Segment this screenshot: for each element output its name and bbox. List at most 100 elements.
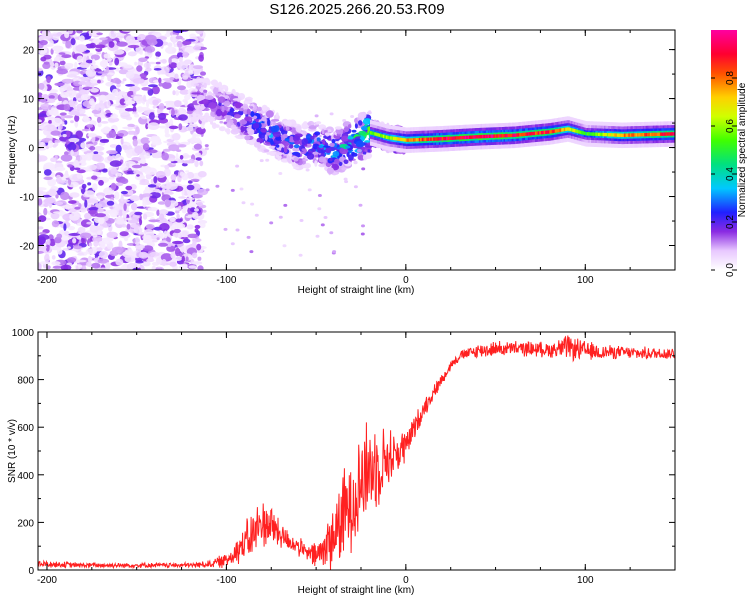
heatmap-cell: [421, 137, 424, 142]
heatmap-cell: [88, 242, 93, 247]
colorbar-label: Normalized spectral amplitude: [737, 82, 748, 217]
heatmap-cell: [178, 107, 185, 115]
heatmap-cell: [120, 112, 131, 120]
heatmap-cell: [417, 138, 420, 142]
heatmap-cell: [60, 154, 73, 162]
heatmap-cell: [283, 145, 288, 153]
heatmap-cell: [74, 206, 81, 210]
heatmap-cell: [150, 178, 154, 184]
heatmap-cell: [257, 106, 262, 112]
heatmap-cell: [128, 39, 140, 44]
heatmap-cell: [237, 110, 244, 116]
heatmap-cell: [278, 215, 283, 219]
heatmap-cell: [303, 158, 308, 162]
heatmap-cell: [61, 78, 74, 84]
heatmap-cell: [428, 137, 431, 141]
heatmap-cell: [118, 69, 129, 75]
heatmap-cell: [103, 53, 111, 59]
heatmap-cell: [144, 170, 150, 175]
heatmap-cell: [318, 134, 322, 138]
heatmap-cell: [391, 136, 394, 140]
heatmap-cell: [121, 223, 127, 228]
heatmap-cell: [329, 112, 334, 116]
heatmap-cell: [85, 248, 98, 255]
heatmap-cell: [145, 67, 152, 72]
heatmap-cell: [109, 160, 122, 167]
heatmap-cell: [325, 147, 332, 154]
heatmap-cell: [152, 105, 156, 109]
heatmap-cell: [117, 133, 124, 137]
heatmap-cell: [193, 143, 202, 150]
heatmap-cell: [479, 135, 481, 139]
heatmap-cell: [62, 134, 67, 138]
heatmap-cell: [84, 199, 88, 208]
heatmap-cell: [186, 125, 194, 132]
heatmap-cell: [157, 201, 167, 205]
heatmap-cell: [565, 127, 568, 131]
heatmap-cell: [139, 73, 147, 79]
heatmap-cell: [116, 41, 128, 47]
heatmap-cell: [260, 128, 268, 133]
heatmap-cell: [430, 137, 433, 141]
heatmap-cell: [450, 136, 453, 140]
heatmap-cell: [329, 231, 334, 235]
heatmap-cell: [68, 233, 81, 236]
heatmap-cell: [136, 174, 140, 177]
heatmap-cell: [159, 223, 170, 232]
heatmap-cell: [322, 138, 326, 145]
heatmap-cell: [601, 132, 603, 137]
heatmap-cell: [167, 243, 172, 247]
heatmap-cell: [151, 140, 162, 146]
heatmap-cell: [424, 137, 427, 142]
heatmap-cell: [55, 160, 63, 164]
heatmap-cell: [230, 124, 237, 130]
heatmap-cell: [368, 110, 372, 114]
heatmap-cell: [523, 132, 526, 136]
heatmap-cell: [43, 126, 48, 131]
heatmap-cell: [38, 234, 50, 241]
heatmap-cell: [76, 169, 86, 174]
heatmap-cell: [301, 122, 309, 130]
heatmap-cell: [174, 109, 178, 114]
heatmap-cell: [447, 136, 450, 141]
heatmap-cell: [39, 261, 51, 265]
heatmap-cell: [358, 203, 363, 207]
figure-title: S126.2025.266.20.53.R09: [269, 1, 445, 18]
x-tick-label: -100: [216, 575, 236, 586]
heatmap-cell: [124, 47, 130, 52]
heatmap-cell: [91, 175, 98, 180]
heatmap-cell: [181, 155, 194, 158]
heatmap-cell: [81, 128, 91, 132]
heatmap-cell: [85, 69, 97, 77]
heatmap-cell: [43, 207, 48, 216]
heatmap-cell: [124, 94, 129, 102]
heatmap-cell: [184, 46, 195, 54]
heatmap-cell: [92, 171, 102, 176]
heatmap-cell: [451, 136, 454, 140]
heatmap-cell: [513, 133, 516, 137]
heatmap-cell: [122, 78, 127, 82]
heatmap-cell: [84, 190, 95, 198]
heatmap-cell: [605, 132, 608, 137]
heatmap-cell: [670, 132, 672, 136]
heatmap-cell: [142, 94, 147, 102]
heatmap-cell: [158, 242, 168, 247]
heatmap-cell: [76, 173, 82, 179]
heatmap-cell: [499, 134, 502, 138]
heatmap-cell: [315, 121, 322, 125]
heatmap-cell: [471, 135, 474, 139]
heatmap-cell: [213, 86, 219, 95]
heatmap-cell: [100, 121, 109, 124]
heatmap-cell: [361, 224, 365, 228]
heatmap-cell: [178, 56, 183, 62]
heatmap-cell: [197, 220, 208, 224]
heatmap-cell: [616, 133, 619, 137]
heatmap-cell: [362, 154, 367, 161]
heatmap-cell: [314, 114, 319, 118]
heatmap-cell: [186, 110, 193, 115]
heatmap-cell: [196, 202, 203, 207]
heatmap-cell: [182, 75, 189, 80]
heatmap-cell: [264, 134, 268, 141]
heatmap-cell: [611, 133, 613, 137]
